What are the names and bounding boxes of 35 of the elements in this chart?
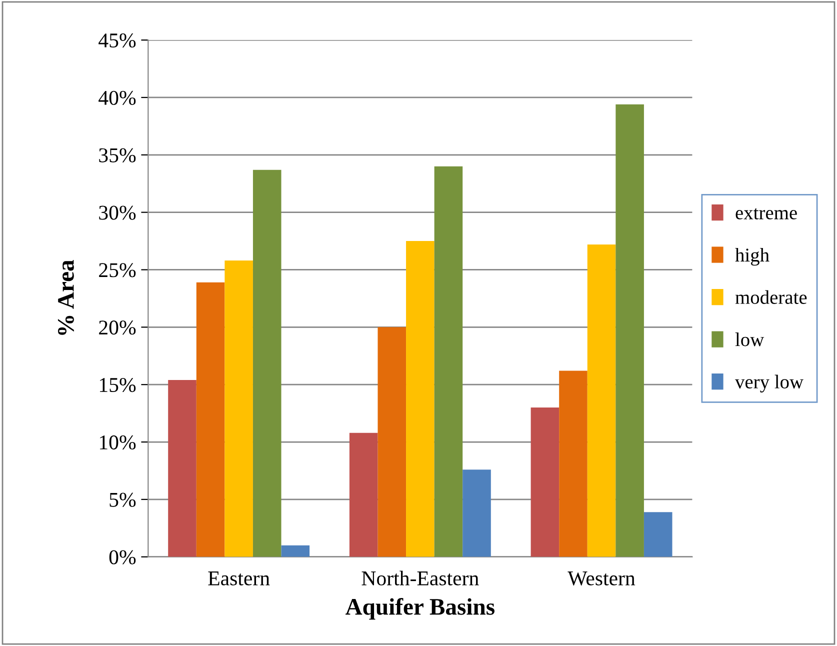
x-tick-label: North-Eastern [362,570,479,586]
bar [462,470,491,557]
bar [224,260,253,557]
x-tick-label: Eastern [208,572,270,586]
y-tick-label: 25% [99,263,136,278]
y-tick-label: 35% [99,148,136,162]
bar [196,282,225,557]
y-tick-label: 30% [99,206,136,220]
legend-label: low [735,332,764,346]
bar [559,370,588,557]
bar [587,244,616,557]
bar [530,408,560,557]
bar [252,170,282,557]
legend-label: moderate [735,290,807,304]
legend-label: very low [734,374,804,392]
bar [406,241,434,557]
bar [378,327,406,557]
y-tick-label: 5% [110,492,136,507]
bar [281,545,310,557]
y-tick-label: 40% [98,90,136,105]
legend-label: extreme [736,208,797,220]
bar [168,380,196,557]
y-tick-label: 10% [100,435,136,450]
bar [616,104,644,557]
y-tick-label: 0% [109,550,136,564]
y-axis-title: % Area [58,260,74,335]
legend-label: high [735,248,770,266]
x-tick-label: Western [568,572,636,586]
bar [434,166,463,557]
y-tick-label: 45% [98,33,136,48]
bar [644,512,672,557]
y-tick-label: 15% [100,378,136,392]
x-axis-title: Aquifer Basins [346,598,494,620]
y-tick-label: 20% [99,320,136,335]
bar [349,432,378,557]
